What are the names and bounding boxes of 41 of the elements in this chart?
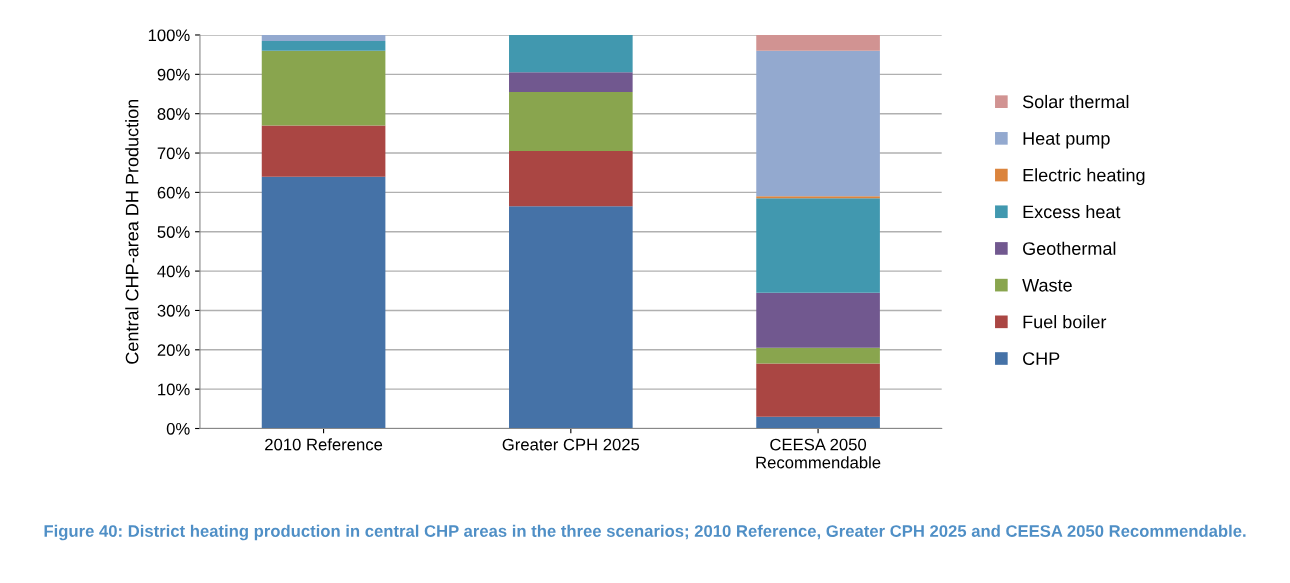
bar (756, 363, 880, 417)
x-tick-label: Greater CPH 2025 (502, 438, 640, 451)
legend-label: Excess heat (1023, 204, 1121, 219)
legend-label: Geothermal (1023, 241, 1116, 255)
bar (756, 347, 880, 364)
bar (261, 125, 386, 177)
y-tick-label: 60% (157, 186, 190, 199)
bar (509, 92, 633, 152)
caption: Figure 40: District heating production in central CHP areas in the three scenarios; 2010 Reference, Greater CPH 2025 and CEESA 2050 Recommendable. (44, 524, 1246, 541)
y-tick-label: 90% (157, 68, 190, 81)
y-tick-label: 40% (157, 265, 190, 278)
bar (509, 206, 633, 429)
bar (261, 50, 386, 126)
bar (509, 151, 633, 207)
y-tick-label: 20% (157, 344, 190, 356)
y-axis-title: Central CHP-area DH Production (125, 99, 139, 364)
bar (756, 198, 880, 293)
legend-label: Solar thermal (1022, 94, 1129, 109)
y-tick-label: 0% (166, 422, 190, 435)
bar (509, 34, 633, 73)
y-tick-label: 50% (157, 226, 190, 238)
legend-label: Heat pump (1023, 132, 1110, 149)
y-tick-label: 10% (158, 383, 190, 396)
bar (261, 176, 386, 429)
legend-label: Fuel boiler (1023, 315, 1107, 329)
bar (509, 72, 633, 93)
x-tick-label: CEESA 2050 Recommendable (756, 438, 881, 469)
y-tick-label: 70% (157, 147, 190, 160)
legend-label: Waste (1022, 279, 1072, 292)
bar (261, 40, 386, 51)
bar (756, 416, 880, 429)
x-tick-label: 2010 Reference (265, 438, 383, 451)
y-tick-label: 100% (148, 29, 190, 42)
y-tick-label: 30% (157, 304, 190, 317)
legend-label: Electric heating (1023, 168, 1145, 186)
bar (756, 292, 880, 348)
bar (756, 50, 880, 197)
y-tick-label: 80% (157, 108, 190, 120)
bar (756, 34, 880, 51)
bar (261, 34, 386, 41)
legend-label: CHP (1023, 352, 1060, 366)
